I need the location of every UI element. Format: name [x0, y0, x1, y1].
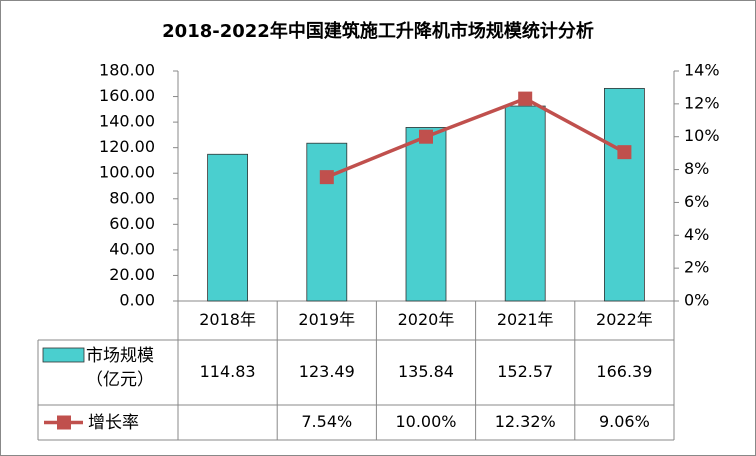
x-tick-label: 2020年: [398, 310, 455, 329]
y-tick-label: 80.00: [109, 188, 155, 207]
data-label: 135.84: [398, 362, 454, 381]
bar: [405, 127, 447, 302]
y-tick-label: 0.00: [119, 291, 155, 310]
bar: [604, 87, 645, 302]
y2-tick-label: 4%: [684, 225, 709, 244]
bar: [504, 105, 546, 302]
data-label: 10.00%: [395, 412, 456, 431]
legend-swatch: [42, 347, 85, 363]
legend-marker: [57, 415, 71, 430]
data-label: 9.06%: [599, 412, 650, 431]
bar: [306, 142, 348, 302]
x-tick-label: 2021年: [497, 310, 554, 329]
y2-tick-label: 6%: [684, 192, 709, 211]
legend-label: 市场规模（亿元）: [86, 346, 154, 390]
y-tick-label: 60.00: [109, 214, 155, 233]
y-tick-label: 180.00: [99, 61, 155, 80]
y2-tick-label: 8%: [684, 159, 709, 178]
y-tick-label: 20.00: [109, 265, 155, 284]
marker: [319, 170, 334, 185]
marker: [518, 91, 533, 106]
y2-tick-label: 2%: [684, 258, 709, 277]
legend-label: 增长率: [88, 412, 139, 433]
y-tick-label: 140.00: [99, 112, 155, 131]
data-label: 166.39: [596, 362, 652, 381]
chart-title: 2018-2022年中国建筑施工升降机市场规模统计分析: [162, 20, 594, 42]
data-label: 12.32%: [495, 412, 556, 431]
data-label: 114.83: [200, 362, 256, 381]
line: [326, 96, 626, 179]
y2-tick-label: 12%: [684, 93, 720, 112]
y2-tick-label: 10%: [684, 126, 720, 145]
x-tick-label: 2019年: [298, 310, 355, 329]
y-tick-label: 100.00: [99, 163, 155, 182]
y2-tick-label: 0%: [684, 291, 709, 310]
data-label: 123.49: [299, 362, 355, 381]
x-tick-label: 2022年: [596, 310, 653, 329]
bar: [207, 153, 249, 302]
data-label: 152.57: [497, 362, 553, 381]
data-label: 7.54%: [301, 412, 352, 431]
y-tick-label: 120.00: [99, 137, 155, 156]
y-tick-label: 40.00: [109, 239, 155, 258]
y2-tick-label: 14%: [684, 61, 720, 80]
marker: [419, 129, 433, 144]
y-tick-label: 160.00: [99, 86, 155, 105]
x-tick-label: 2018年: [199, 310, 256, 329]
marker: [617, 145, 632, 160]
